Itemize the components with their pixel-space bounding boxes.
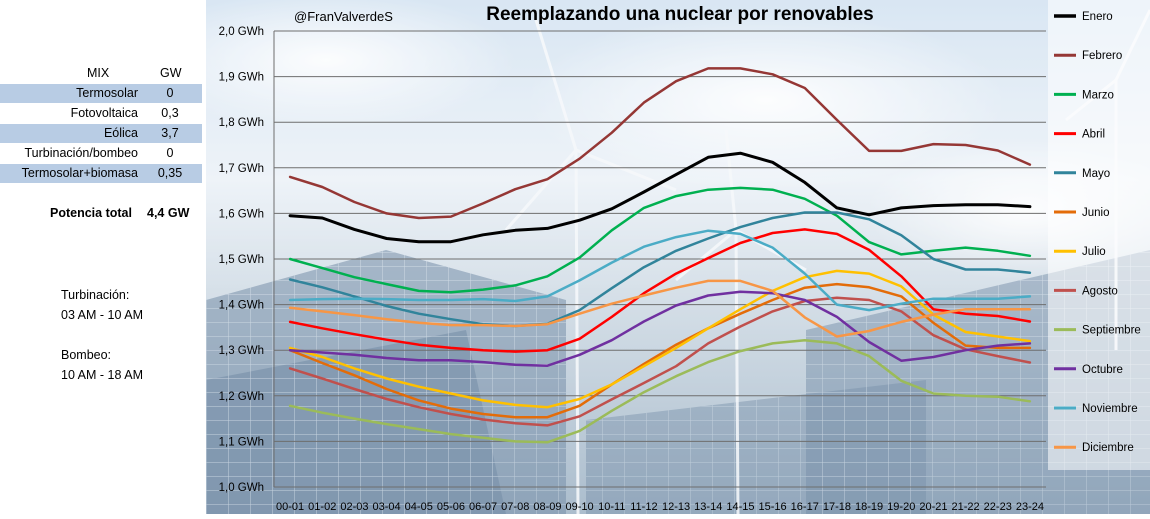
x-tick-label: 15-16 — [759, 501, 787, 513]
line-chart: 1,0 GWh 1,1 GWh 1,2 GWh 1,3 GWh 1,4 GWh 1,5 G… — [136, 0, 1150, 515]
x-tick-label: 02-03 — [340, 501, 368, 513]
bombeo-hours: 10 AM - 18 AM — [61, 368, 143, 382]
y-tick-label: 1,7 GWh — [219, 163, 264, 175]
total-power-value: 4,4 GW — [147, 206, 190, 220]
mix-row-value: 0,3 — [161, 106, 179, 120]
series-line-marzo — [288, 186, 1032, 294]
series-line-enero — [288, 151, 1032, 244]
mix-row: Termosolar 0 — [0, 84, 202, 103]
chart-subtitle: @FranValverdeS — [294, 9, 393, 24]
y-tick-label: 1,5 GWh — [219, 254, 264, 266]
legend-label: Noviembre — [1082, 403, 1138, 415]
x-tick-label: 20-21 — [919, 501, 947, 513]
legend-label: Abril — [1082, 129, 1105, 141]
mix-row: Fotovoltaica 0,3 — [0, 104, 202, 123]
x-tick-label: 22-23 — [984, 501, 1012, 513]
series-line-diciembre — [288, 279, 1032, 338]
x-tick-label: 03-04 — [373, 501, 401, 513]
total-power-label: Potencia total — [50, 206, 132, 220]
mix-row: Turbinación/bombeo 0 — [0, 144, 202, 163]
mix-panel: MIX GW Termosolar 0 Fotovoltaica 0,3 Eól… — [0, 0, 206, 514]
legend-label: Mayo — [1082, 168, 1110, 180]
chart-area: 1,0 GWh 1,1 GWh 1,2 GWh 1,3 GWh 1,4 GWh 1,5 G… — [136, 0, 1150, 515]
mix-row-label: Turbinación/bombeo — [24, 146, 139, 160]
mix-row-value: 0 — [166, 86, 174, 100]
mix-row-label: Eólica — [103, 126, 138, 140]
legend-label: Julio — [1082, 246, 1106, 258]
mix-row-value: 0 — [166, 146, 174, 160]
y-tick-label: 1,4 GWh — [219, 300, 264, 312]
mix-header-unit: GW — [160, 66, 182, 80]
series-lines — [288, 67, 1032, 444]
mix-row-label: Fotovoltaica — [70, 106, 138, 120]
y-tick-label: 2,0 GWh — [219, 26, 264, 38]
y-tick-label: 1,6 GWh — [219, 208, 264, 220]
mix-row: Termosolar+biomasa 0,35 — [0, 164, 202, 183]
x-tick-label: 04-05 — [405, 501, 433, 513]
y-tick-label: 1,0 GWh — [219, 482, 264, 494]
series-line-septiembre — [288, 338, 1032, 444]
bombeo-label: Bombeo: — [61, 348, 112, 362]
series-line-abril — [288, 228, 1032, 353]
x-tick-label: 11-12 — [630, 501, 657, 513]
mix-row-label: Termosolar+biomasa — [21, 166, 138, 180]
x-tick-label: 05-06 — [437, 501, 465, 513]
legend-label: Junio — [1082, 207, 1110, 219]
series-line-octubre — [288, 290, 1032, 367]
x-tick-label: 13-14 — [694, 501, 722, 513]
y-tick-label: 1,2 GWh — [219, 391, 264, 403]
background-wash — [206, 0, 1150, 514]
legend-label: Febrero — [1082, 50, 1122, 62]
y-tick-label: 1,3 GWh — [219, 345, 264, 357]
x-tick-label: 18-19 — [855, 501, 883, 513]
x-tick-label: 12-13 — [662, 501, 690, 513]
mix-row-value: 3,7 — [161, 126, 179, 140]
x-tick-label: 16-17 — [791, 501, 819, 513]
series-line-agosto — [288, 296, 1032, 427]
series-line-noviembre — [288, 229, 1032, 312]
y-tick-label: 1,1 GWh — [219, 436, 264, 448]
x-axis: 00-01 01-02 02-03 03-04 04-05 05-06 06-07 07-08… — [276, 501, 1044, 513]
x-tick-label: 06-07 — [469, 501, 497, 513]
legend-label: Octubre — [1082, 364, 1123, 376]
series-line-febrero — [288, 67, 1032, 220]
legend: Enero Febrero Marzo Abril Mayo Junio Julio Agos… — [1054, 11, 1141, 454]
x-tick-label: 19-20 — [887, 501, 915, 513]
x-tick-label: 23-24 — [1016, 501, 1044, 513]
legend-label: Septiembre — [1082, 325, 1141, 337]
x-tick-label: 21-22 — [952, 501, 980, 513]
mix-header-label: MIX — [87, 66, 110, 80]
chart-title: Reemplazando una nuclear por renovables — [486, 4, 874, 25]
turbinacion-label: Turbinación: — [61, 288, 130, 302]
x-tick-label: 08-09 — [533, 501, 561, 513]
legend-label: Agosto — [1082, 285, 1118, 297]
turbinacion-hours: 03 AM - 10 AM — [61, 308, 143, 322]
mix-row-label: Termosolar — [76, 86, 138, 100]
legend-label: Diciembre — [1082, 442, 1134, 454]
series-line-julio — [288, 269, 1032, 409]
mix-row: Eólica 3,7 — [0, 124, 202, 143]
y-tick-label: 1,9 GWh — [219, 72, 264, 84]
x-tick-label: 07-08 — [501, 501, 529, 513]
y-tick-label: 1,8 GWh — [219, 117, 264, 129]
gridlines — [274, 30, 1046, 488]
x-tick-label: 00-01 — [276, 501, 304, 513]
x-tick-label: 09-10 — [566, 501, 594, 513]
y-axis: 1,0 GWh 1,1 GWh 1,2 GWh 1,3 GWh 1,4 GWh 1,5 G… — [219, 26, 275, 494]
x-tick-label: 14-15 — [726, 501, 754, 513]
legend-backdrop — [1048, 0, 1150, 470]
mix-row-value: 0,35 — [157, 166, 183, 180]
x-tick-label: 10-11 — [598, 501, 625, 513]
x-tick-label: 01-02 — [308, 501, 336, 513]
legend-label: Enero — [1082, 11, 1113, 23]
series-line-mayo — [288, 211, 1032, 328]
x-tick-label: 17-18 — [823, 501, 851, 513]
series-line-junio — [288, 282, 1032, 419]
legend-label: Marzo — [1082, 89, 1114, 101]
